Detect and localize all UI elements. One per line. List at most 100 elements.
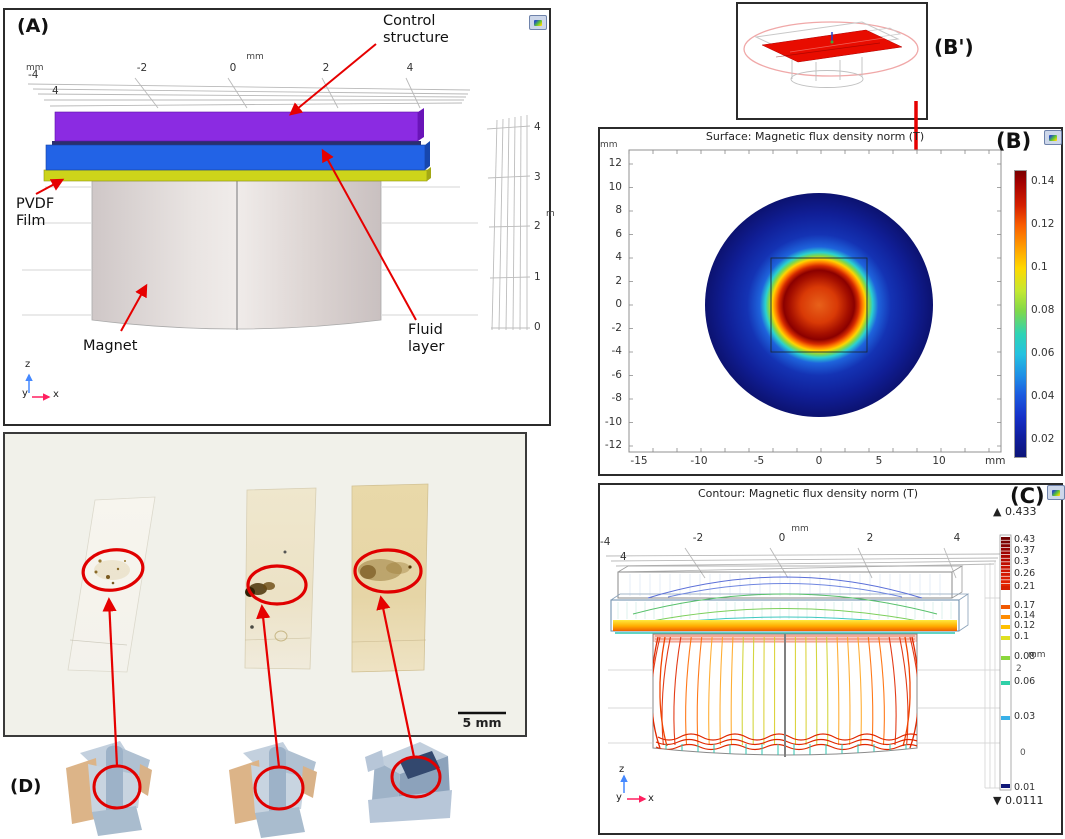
panel-b-y-tick: 4 — [615, 251, 622, 263]
panel-b-y-tick: 12 — [608, 157, 622, 169]
panel-b-y-tick: 8 — [615, 204, 622, 216]
panel-b-x-tick: -15 — [630, 455, 648, 467]
panel-a-x-tick: 2 — [322, 62, 330, 74]
fluid-layer-annotation: Fluid layer — [408, 322, 445, 355]
panel-b-label: (B) — [996, 129, 1032, 153]
panel-b-title: Surface: Magnetic flux density norm (T) — [705, 130, 925, 143]
panel-d-label: (D) — [10, 776, 42, 797]
device-2 — [229, 742, 317, 838]
panel-c-colorbar-tick: 0.17 — [1014, 600, 1036, 611]
panel-c-contour-plot — [598, 483, 1063, 835]
device-1-highlight-circle — [92, 764, 142, 810]
device-2-highlight-circle — [253, 765, 305, 811]
panel-a-x-axis-label: x — [53, 389, 59, 400]
panel-b-x-tick: 5 — [875, 455, 883, 467]
panel-a-x-tick: 4 — [406, 62, 414, 74]
panel-c-colorbar-tick: 0.01 — [1014, 782, 1036, 793]
scale-bar-label: 5 mm — [462, 715, 502, 730]
panel-a-z-tick: 1 — [534, 271, 541, 283]
panel-c-min-value: ▼ 0.0111 — [993, 794, 1044, 807]
panel-c-x-tick: 4 — [953, 532, 961, 544]
pvdf-film-annotation: PVDF Film — [16, 196, 55, 229]
panel-c-label: (C) — [1010, 484, 1045, 508]
panel-c-colorbar-tick: 0.37 — [1014, 545, 1036, 556]
panel-b-colorbar-tick: 0.08 — [1031, 304, 1055, 316]
panel-a-z-tick: 0 — [534, 321, 541, 333]
device-1 — [66, 741, 152, 836]
panel-b-x-axis-unit: mm — [985, 455, 1006, 467]
panel-b-y-tick: -10 — [604, 416, 622, 428]
panel-c-colorbar-tick: 0.1 — [1014, 631, 1030, 642]
panel-d-photo — [3, 432, 527, 737]
panel-c-title: Contour: Magnetic flux density norm (T) — [697, 487, 919, 500]
panel-b-y-tick: -2 — [611, 322, 622, 334]
panel-a-grid-tick-4: 4 — [52, 85, 59, 97]
panel-a-y-axis-label: y — [22, 388, 28, 399]
panel-c-bg-axis-tick-0: 0 — [1020, 748, 1026, 758]
panel-c-z-axis-label: z — [619, 764, 625, 775]
panel-b-colorbar-tick: 0.1 — [1031, 261, 1048, 273]
control-structure-annotation: Control structure — [383, 13, 449, 46]
panel-a-simulation-geometry — [3, 8, 551, 426]
panel-a-x-tick: 0 — [229, 62, 237, 74]
panel-a-x-axis-unit: mm — [246, 52, 264, 62]
panel-c-colorbar-tick: 0.21 — [1014, 581, 1036, 592]
panel-b-surface-plot — [598, 127, 1063, 476]
panel-c-grid-tick-4: 4 — [620, 551, 627, 563]
panel-b-x-tick: 10 — [932, 455, 946, 467]
panel-b-y-tick: -4 — [611, 345, 622, 357]
snapshot-icon — [1047, 485, 1065, 500]
panel-c-x-tick-minus4: -4 — [600, 536, 611, 548]
panel-a-z-axis-label: z — [25, 359, 31, 370]
panel-c-x-tick: -2 — [692, 532, 704, 544]
panel-c-y-axis-label: y — [616, 792, 622, 803]
panel-a-right-axis-unit: m — [546, 209, 555, 219]
panel-b-colorbar-tick: 0.02 — [1031, 433, 1055, 445]
panel-c-max-value: ▲ 0.433 — [993, 505, 1037, 518]
panel-a-x-tick: -2 — [136, 62, 148, 74]
panel-b-y-tick: -8 — [611, 392, 622, 404]
panel-a-x-tick-minus4: -4 — [28, 69, 39, 81]
panel-c-colorbar-tick: 0.26 — [1014, 568, 1036, 579]
panel-b-x-tick: -10 — [690, 455, 708, 467]
panel-c-colorbar-tick: 0.08 — [1014, 651, 1036, 662]
panel-b-colorbar-tick: 0.06 — [1031, 347, 1055, 359]
panel-b-colorbar-tick: 0.14 — [1031, 175, 1055, 187]
panel-a-left-axis-unit: mm — [26, 63, 44, 73]
panel-a-label: (A) — [17, 15, 50, 37]
panel-a-z-tick: 4 — [534, 121, 541, 133]
panel-b-colorbar-tick: 0.04 — [1031, 390, 1055, 402]
panel-b-y-axis-unit: mm — [600, 140, 618, 150]
panel-c-x-axis-label: x — [648, 793, 654, 804]
panel-b-x-tick: 0 — [815, 455, 823, 467]
panel-c-colorbar-tick: 0.43 — [1014, 534, 1036, 545]
panel-b-y-tick: 10 — [608, 181, 622, 193]
panel-b-y-tick: -6 — [611, 369, 622, 381]
device-3 — [365, 742, 452, 823]
panel-b-prime-3d-view — [736, 2, 928, 120]
panel-a-z-tick: 3 — [534, 171, 541, 183]
panel-b-y-tick: 0 — [615, 298, 622, 310]
panel-c-colorbar-tick: 0.03 — [1014, 711, 1036, 722]
panel-b-colorbar — [1014, 170, 1027, 458]
panel-c-colorbar-tick: 0.14 — [1014, 610, 1036, 621]
panel-b-y-tick: 6 — [615, 228, 622, 240]
panel-c-colorbar-tick: 0.12 — [1014, 620, 1036, 631]
magnet-annotation: Magnet — [83, 338, 138, 354]
panel-b-colorbar-tick: 0.12 — [1031, 218, 1055, 230]
panel-b-x-tick: -5 — [753, 455, 765, 467]
panel-c-x-axis-unit: mm — [791, 524, 809, 534]
snapshot-icon — [1044, 130, 1062, 145]
panel-b-prime-label: (B') — [934, 35, 974, 59]
panel-c-bg-axis-tick-2: 2 — [1016, 664, 1022, 674]
panel-a-z-tick: 2 — [534, 220, 541, 232]
panel-c-x-tick: 2 — [866, 532, 874, 544]
panel-c-colorbar-tick: 0.3 — [1014, 556, 1030, 567]
panel-b-y-tick: 2 — [615, 275, 622, 287]
snapshot-icon — [529, 15, 547, 30]
device-3-highlight-circle — [390, 755, 442, 799]
panel-b-y-tick: -12 — [604, 439, 622, 451]
panel-c-bg-axis-unit: mm — [1028, 650, 1046, 660]
panel-c-x-tick: 0 — [778, 532, 786, 544]
